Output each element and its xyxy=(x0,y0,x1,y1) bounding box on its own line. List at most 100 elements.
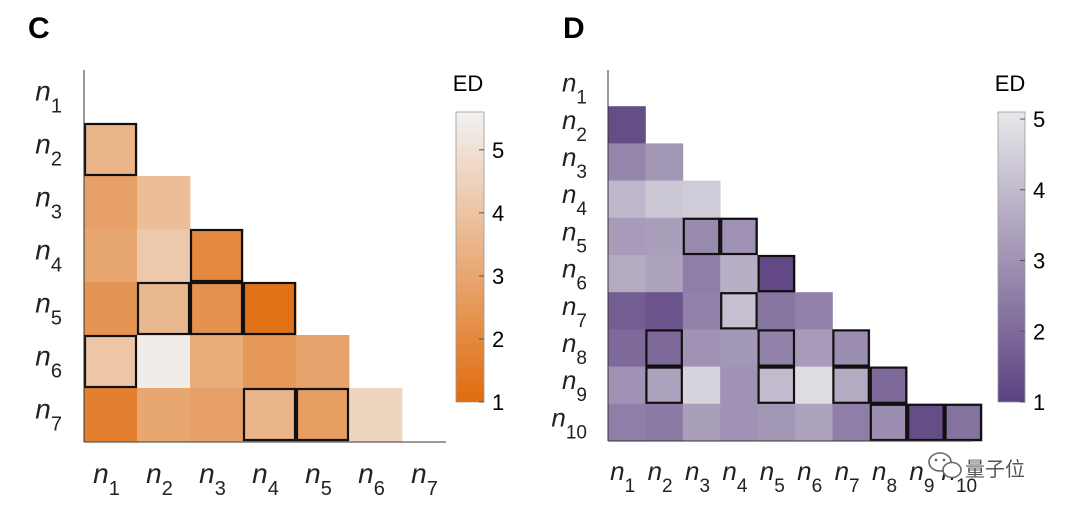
highlight-frame xyxy=(757,329,796,367)
highlight-frame xyxy=(720,217,758,256)
highlight-frame xyxy=(869,366,908,404)
heatmap-cell xyxy=(682,292,721,330)
heatmap-cell xyxy=(944,403,983,442)
heatmap-cell xyxy=(795,366,833,405)
heatmap-cell xyxy=(757,366,796,405)
row-label: n9 xyxy=(562,365,587,406)
heatmap-cell xyxy=(349,388,403,442)
heatmap-cell xyxy=(795,403,833,442)
highlight-frames-d xyxy=(645,217,983,442)
row-label: n8 xyxy=(562,328,587,369)
highlight-frame xyxy=(944,403,983,442)
row-label: n4 xyxy=(35,235,62,277)
colorbar-tick-label: 4 xyxy=(1033,178,1045,203)
heatmap-cell xyxy=(608,255,646,293)
heatmap-cell xyxy=(296,388,350,442)
heatmap-cell xyxy=(645,217,684,256)
col-label: n4 xyxy=(722,456,747,497)
panel-c: C n1 n2 n3 n4 n5 n6 n7 n1 n2 n3 n4 n5 n6 n7 ED 1 2 3 4 5 xyxy=(28,12,504,500)
row-label: n2 xyxy=(35,129,62,171)
heatmap-cell xyxy=(296,335,350,389)
row-label: n7 xyxy=(35,394,62,436)
highlight-frame xyxy=(907,403,945,442)
heatmap-cell xyxy=(720,292,758,330)
heatmap-cell xyxy=(243,388,297,442)
heatmap-cell xyxy=(720,329,758,367)
heatmap-cell xyxy=(608,329,646,367)
highlight-frame xyxy=(869,403,908,442)
heatmap-cell xyxy=(832,366,871,405)
heatmap-cell xyxy=(869,403,908,442)
heatmap-cells-d xyxy=(608,106,983,442)
row-label: n5 xyxy=(562,216,587,257)
colorbar-c xyxy=(455,111,485,403)
heatmap-cell xyxy=(137,282,191,336)
heatmap-cell xyxy=(907,403,945,442)
heatmap-cell xyxy=(608,180,646,219)
heatmap-cell xyxy=(608,292,646,330)
colorbar-label-c: ED xyxy=(453,71,484,96)
highlight-frame xyxy=(682,217,721,256)
row-label: n4 xyxy=(562,179,587,220)
col-label: n7 xyxy=(835,456,860,497)
heatmap-cell xyxy=(757,403,796,442)
heatmap-cell xyxy=(682,329,721,367)
heatmap-cell xyxy=(190,335,244,389)
col-label: n4 xyxy=(252,458,279,500)
heatmap-cell xyxy=(720,366,758,405)
heatmap-cell xyxy=(720,403,758,442)
col-label: n5 xyxy=(760,456,785,497)
col-label: n1 xyxy=(610,456,635,497)
heatmap-cell xyxy=(795,292,833,330)
col-label: n3 xyxy=(685,456,710,497)
heatmap-cell xyxy=(682,366,721,405)
heatmap-cell xyxy=(608,217,646,256)
row-label: n7 xyxy=(562,291,587,332)
colorbar-tick-label: 1 xyxy=(492,390,504,415)
highlight-frame xyxy=(832,366,870,404)
heatmap-cell xyxy=(608,366,646,405)
col-label: n6 xyxy=(358,458,385,500)
heatmap-cell xyxy=(682,217,721,256)
heatmap-cell xyxy=(795,329,833,367)
heatmap-cell xyxy=(190,388,244,442)
heatmap-cells-c xyxy=(84,123,403,442)
heatmap-cell xyxy=(757,292,796,330)
highlight-frame xyxy=(83,334,138,389)
colorbar-tick-label: 5 xyxy=(492,138,504,163)
row-label: n1 xyxy=(562,68,587,109)
col-label: n7 xyxy=(411,458,438,500)
row-labels-c: n1 n2 n3 n4 n5 n6 n7 xyxy=(35,76,62,436)
watermark: 量子位 xyxy=(928,452,1025,481)
heatmap-cell xyxy=(137,388,191,442)
colorbar-ticks-d: 1 2 3 4 5 xyxy=(1020,107,1045,415)
heatmap-cell xyxy=(645,143,684,181)
row-label: n10 xyxy=(551,402,587,443)
highlight-frame xyxy=(295,387,350,442)
panel-label-d: D xyxy=(563,12,585,45)
colorbar-tick-label: 2 xyxy=(492,327,504,352)
row-label: n2 xyxy=(562,105,587,146)
heatmap-cell xyxy=(645,180,684,219)
highlight-frame xyxy=(757,254,796,293)
highlight-frame xyxy=(189,281,244,336)
heatmap-cell xyxy=(190,229,244,283)
heatmap-cell xyxy=(720,217,758,256)
heatmap-cell xyxy=(137,229,191,283)
row-label: n3 xyxy=(35,182,62,224)
col-label: n9 xyxy=(909,456,934,497)
heatmap-cell xyxy=(84,176,138,230)
row-label: n3 xyxy=(562,142,587,183)
colorbar-tick-label: 5 xyxy=(1033,107,1045,132)
col-label: n2 xyxy=(648,456,673,497)
colorbar-tick-label: 1 xyxy=(1033,390,1045,415)
heatmap-cell xyxy=(757,255,796,293)
highlight-frame xyxy=(832,329,870,367)
colorbar-tick-label: 3 xyxy=(1033,249,1045,274)
heatmap-cell xyxy=(869,366,908,405)
